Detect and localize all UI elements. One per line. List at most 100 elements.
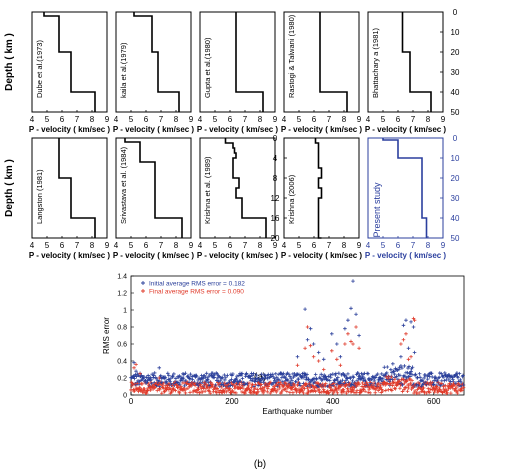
model-name: Rastogi & Talwani (1980) (287, 14, 296, 98)
x-tick-label: 9 (441, 241, 446, 250)
initial-rms-point (146, 373, 150, 378)
initial-rms-point (151, 373, 156, 378)
final-rms-point (406, 386, 411, 390)
x-tick-label: 6 (396, 241, 401, 250)
y-tick-label: 0.2 (117, 376, 127, 383)
initial-rms-point (410, 372, 414, 377)
x-tick-label: 8 (426, 115, 431, 124)
final-rms-point (210, 382, 215, 386)
initial-rms-point (188, 377, 192, 381)
initial-rms-point (399, 354, 403, 359)
final-rms-point (144, 391, 149, 396)
y-tick-label: 4 (273, 154, 278, 163)
x-tick-label: 6 (228, 241, 233, 250)
final-rms-point (401, 377, 405, 381)
initial-rms-point (304, 375, 309, 380)
y-tick-label: 20 (271, 234, 280, 243)
initial-rms-point (433, 376, 438, 381)
initial-rms-point (177, 381, 181, 385)
final-rms-point (321, 387, 326, 392)
final-rms-point (222, 388, 226, 392)
final-rms-point (278, 386, 282, 390)
initial-rms-point (311, 342, 316, 346)
final-rms-point (255, 387, 260, 392)
x-tick-label: 5 (381, 115, 386, 124)
final-rms-point (277, 384, 282, 388)
x-axis-label: P - velocity ( km/sec ) (113, 125, 195, 134)
initial-rms-point (399, 364, 403, 368)
final-rms-point (355, 388, 359, 393)
final-rms-point (294, 386, 298, 391)
initial-rms-point (180, 378, 184, 383)
x-tick-label: 4 (114, 241, 119, 250)
initial-rms-point (451, 377, 455, 382)
final-rms-point (224, 386, 228, 391)
final-rms-point (145, 389, 150, 393)
x-tick-label: 4 (198, 241, 203, 250)
x-tick-label: 8 (90, 241, 95, 250)
initial-rms-point (287, 372, 291, 376)
initial-rms-point (152, 371, 157, 375)
final-rms-point (188, 390, 192, 395)
final-rms-point (393, 377, 397, 381)
velocity-model-8: Krishna (2006) 4 5 6 7 8 9P - velocity ( km/se… (271, 134, 363, 260)
initial-rms-point (132, 360, 136, 365)
final-rms-point (247, 381, 251, 385)
final-rms-point (147, 383, 151, 388)
final-rms-point (393, 387, 398, 391)
velocity-step-line (235, 12, 264, 112)
initial-rms-point (330, 332, 334, 336)
final-rms-point (262, 385, 267, 389)
x-tick-label: 9 (189, 115, 194, 124)
initial-rms-point (167, 373, 171, 378)
final-rms-point (157, 376, 162, 380)
x-tick-label: 7 (327, 115, 332, 124)
x-tick-label: 4 (282, 115, 287, 124)
x-tick-label: 8 (426, 241, 431, 250)
x-tick-label: 6 (396, 115, 401, 124)
y-tick-label: 10 (451, 28, 460, 37)
final-rms-point (357, 346, 361, 351)
final-rms-point (230, 389, 234, 394)
initial-rms-point (328, 373, 333, 377)
final-rms-point (421, 386, 426, 390)
final-rms-point (241, 386, 245, 390)
initial-rms-point (261, 377, 265, 381)
final-rms-point (243, 391, 247, 396)
final-rms-point (132, 389, 136, 393)
initial-rms-point (269, 374, 274, 378)
final-rms-point (361, 387, 365, 392)
final-rms-point (378, 385, 383, 389)
initial-rms-point (326, 374, 331, 379)
y-tick-label: 1.4 (117, 274, 127, 281)
x-tick-label: 9 (105, 115, 110, 124)
x-tick-label: 8 (258, 241, 263, 250)
final-rms-point (253, 382, 258, 387)
final-rms-point (287, 382, 292, 387)
initial-rms-point (258, 378, 263, 383)
x-tick-label: 6 (228, 115, 233, 124)
model-name: Present study (372, 182, 382, 238)
initial-rms-point (417, 371, 422, 376)
initial-rms-point (286, 378, 290, 383)
initial-rms-point (423, 373, 427, 377)
model-frame (283, 11, 360, 113)
velocity-model-1: kaila et al.(1979) 4 5 6 7 8 9P - velocity ( k… (113, 11, 195, 134)
initial-rms-point (382, 365, 387, 370)
final-rms-point (288, 390, 292, 395)
final-rms-point (341, 387, 346, 392)
final-rms-point (409, 354, 413, 359)
initial-rms-point (430, 375, 435, 379)
initial-rms-point (321, 357, 326, 362)
velocity-profile-panels: Dube et al.(1973)4 5 6 7 8 9P - velocity ( km… (4, 8, 460, 260)
initial-rms-point (244, 372, 248, 377)
initial-rms-point (132, 376, 137, 381)
final-rms-point (446, 387, 451, 391)
final-rms-point (373, 390, 377, 395)
initial-rms-point (418, 375, 422, 380)
initial-rms-point (137, 382, 141, 387)
model-frame (115, 11, 192, 113)
x-tick-label: 4 (366, 115, 371, 124)
initial-rms-point (401, 323, 406, 328)
